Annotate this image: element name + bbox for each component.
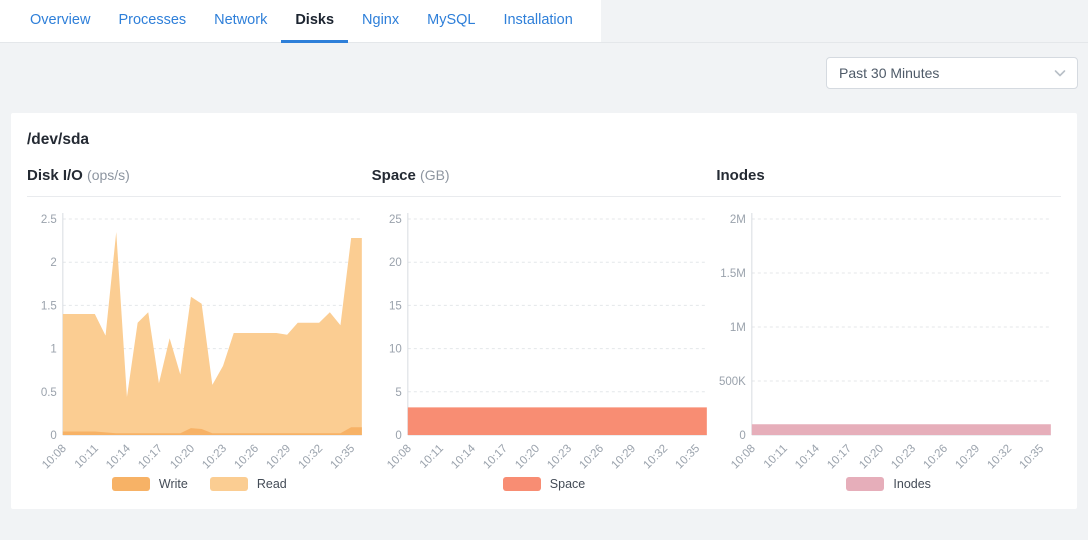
chart-inodes: 0 500K 1M 1.5M 2M 10:08 10:11 10:14 10:17 10:20 10…: [716, 203, 1061, 493]
svg-text:2.5: 2.5: [41, 214, 57, 226]
legend-label: Inodes: [893, 477, 931, 491]
legend-item-space[interactable]: Space: [502, 477, 586, 491]
svg-text:10: 10: [389, 344, 402, 356]
chart-space: 0 5 10 15 20 25 10:08 10:11 10:14 10:17 10:20 10:23…: [372, 203, 717, 493]
svg-text:0: 0: [740, 430, 746, 442]
svg-text:10:11: 10:11: [762, 443, 790, 471]
svg-text:10:29: 10:29: [609, 443, 638, 472]
svg-text:10:14: 10:14: [104, 442, 133, 471]
svg-text:10:08: 10:08: [40, 443, 69, 472]
svg-text:1.5M: 1.5M: [721, 268, 747, 280]
tab-mysql[interactable]: MySQL: [413, 0, 489, 43]
svg-text:10:08: 10:08: [385, 443, 414, 472]
legend-item-read[interactable]: Read: [209, 477, 287, 491]
legend-label: Space: [549, 477, 586, 491]
svg-text:10:32: 10:32: [986, 443, 1015, 472]
tab-network[interactable]: Network: [200, 0, 281, 43]
tab-bar: Overview Processes Network Disks Nginx MySQL I…: [0, 0, 1088, 43]
legend-label: Write: [158, 477, 188, 491]
svg-text:10:14: 10:14: [449, 442, 478, 471]
toolbar: Past 30 Minutes: [0, 43, 1088, 113]
tab-processes[interactable]: Processes: [104, 0, 200, 43]
svg-text:10:26: 10:26: [577, 443, 606, 472]
svg-text:10:23: 10:23: [545, 443, 574, 472]
svg-text:500K: 500K: [719, 376, 746, 388]
svg-text:10:17: 10:17: [826, 443, 855, 472]
device-title: /dev/sda: [27, 131, 90, 148]
svg-text:10:29: 10:29: [264, 443, 293, 472]
svg-text:10:11: 10:11: [417, 443, 445, 471]
svg-text:10:35: 10:35: [328, 443, 357, 472]
legend-swatch: [111, 477, 150, 491]
svg-text:10:29: 10:29: [954, 443, 983, 472]
svg-text:10:17: 10:17: [481, 443, 510, 472]
chart-title-unit: (GB): [420, 167, 450, 183]
chart-legend: Write Read: [27, 475, 372, 493]
chart-title-text: Inodes: [716, 167, 765, 184]
svg-text:10:20: 10:20: [513, 443, 542, 472]
tab-list: Overview Processes Network Disks Nginx MySQL I…: [0, 0, 601, 43]
time-range-value: Past 30 Minutes: [839, 65, 940, 81]
chart-plot: 00.511.522.510:08 10:11 10:14 10:17 10:20 10:…: [40, 213, 362, 472]
svg-text:1M: 1M: [730, 322, 746, 334]
svg-text:10:23: 10:23: [890, 443, 919, 472]
tab-overview[interactable]: Overview: [16, 0, 104, 43]
chart-title-text: Disk I/O: [27, 167, 83, 184]
svg-text:15: 15: [389, 300, 402, 312]
legend-label: Read: [256, 477, 287, 491]
svg-text:10:20: 10:20: [858, 443, 887, 472]
svg-text:10:26: 10:26: [232, 443, 261, 472]
svg-text:0: 0: [395, 430, 401, 442]
svg-text:10:32: 10:32: [641, 443, 670, 472]
legend-swatch: [846, 477, 885, 491]
tab-disks[interactable]: Disks: [281, 0, 349, 43]
svg-text:5: 5: [395, 387, 401, 399]
chart-canvas: 0 0.5 1 1.5 2 2.5 10:08 10:11 10:14 10:17 10:20 10:…: [27, 203, 372, 475]
chart-titles-row: Disk I/O (ops/s) Space (GB) Inodes: [27, 167, 1061, 197]
svg-text:10:17: 10:17: [136, 443, 165, 472]
chart-legend: Inodes: [716, 475, 1061, 493]
svg-text:0.5: 0.5: [41, 387, 57, 399]
legend-swatch: [502, 477, 541, 491]
chart-canvas: 0 5 10 15 20 25 10:08 10:11 10:14 10:17 10:20 10:23…: [372, 203, 717, 475]
svg-text:10:11: 10:11: [73, 443, 101, 471]
chart-title-space: Space (GB): [372, 167, 717, 184]
svg-text:10:32: 10:32: [296, 443, 325, 472]
svg-text:2M: 2M: [730, 214, 746, 226]
svg-text:1: 1: [50, 344, 56, 356]
svg-text:0: 0: [50, 430, 56, 442]
svg-text:10:08: 10:08: [729, 443, 758, 472]
tab-nginx[interactable]: Nginx: [348, 0, 413, 43]
svg-text:10:23: 10:23: [200, 443, 229, 472]
chart-title-unit: (ops/s): [87, 167, 130, 183]
chevron-down-icon: [1054, 70, 1066, 77]
tab-installation[interactable]: Installation: [489, 0, 586, 43]
chart-legend: Space: [372, 475, 717, 493]
time-range-select[interactable]: Past 30 Minutes: [826, 57, 1078, 89]
legend-item-inodes[interactable]: Inodes: [846, 477, 931, 491]
chart-disk-io: 0 0.5 1 1.5 2 2.5 10:08 10:11 10:14 10:17 10:20 10:…: [27, 203, 372, 493]
svg-text:20: 20: [389, 257, 402, 269]
legend-item-write[interactable]: Write: [111, 477, 188, 491]
svg-text:10:35: 10:35: [673, 443, 702, 472]
legend-swatch: [209, 477, 248, 491]
chart-plot: 0 5 10 15 20 25 10:08 10:11 10:14 10:17 10:20 10:23…: [385, 213, 707, 472]
chart-title-disk-io: Disk I/O (ops/s): [27, 167, 372, 184]
svg-text:1.5: 1.5: [41, 300, 57, 312]
svg-text:10:14: 10:14: [794, 442, 823, 471]
chart-title-inodes: Inodes: [716, 167, 1061, 184]
chart-title-text: Space: [371, 167, 416, 184]
svg-text:10:20: 10:20: [168, 443, 197, 472]
charts-row: 0 0.5 1 1.5 2 2.5 10:08 10:11 10:14 10:17 10:20 10:…: [27, 203, 1061, 493]
svg-text:10:35: 10:35: [1018, 443, 1047, 472]
svg-text:25: 25: [389, 214, 402, 226]
svg-text:10:26: 10:26: [922, 443, 951, 472]
svg-text:2: 2: [50, 257, 56, 269]
disk-panel: /dev/sda Disk I/O (ops/s) Space (GB) Ino…: [11, 113, 1077, 509]
chart-canvas: 0 500K 1M 1.5M 2M 10:08 10:11 10:14 10:17 10:20 10…: [716, 203, 1061, 475]
